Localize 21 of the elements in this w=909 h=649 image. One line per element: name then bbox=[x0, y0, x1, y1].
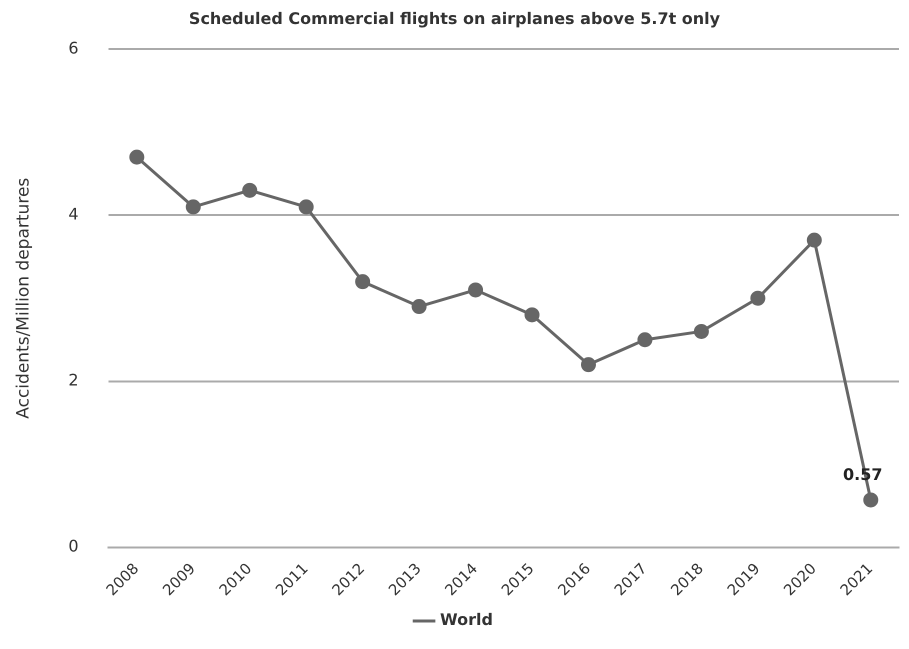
point bbox=[694, 324, 709, 339]
point bbox=[750, 290, 766, 306]
y-tick-label: 2 bbox=[68, 370, 79, 390]
y-tick-label: 0 bbox=[68, 536, 79, 556]
point bbox=[129, 150, 144, 165]
point bbox=[580, 357, 596, 372]
point bbox=[412, 299, 427, 314]
y-axis-title: Accidents/Million departures bbox=[14, 178, 34, 419]
point bbox=[355, 274, 370, 290]
chart-title: Scheduled Commercial flights on airplanes above 5.7t only bbox=[188, 8, 721, 28]
point bbox=[242, 182, 258, 198]
legend-label: World bbox=[440, 610, 493, 630]
point bbox=[806, 232, 822, 248]
y-tick-label: 6 bbox=[68, 38, 79, 58]
point bbox=[524, 307, 540, 322]
y-tick-label: 4 bbox=[68, 204, 79, 224]
point bbox=[863, 492, 878, 508]
point bbox=[637, 332, 652, 348]
point bbox=[298, 199, 314, 214]
point bbox=[468, 282, 484, 298]
point bbox=[186, 199, 201, 214]
